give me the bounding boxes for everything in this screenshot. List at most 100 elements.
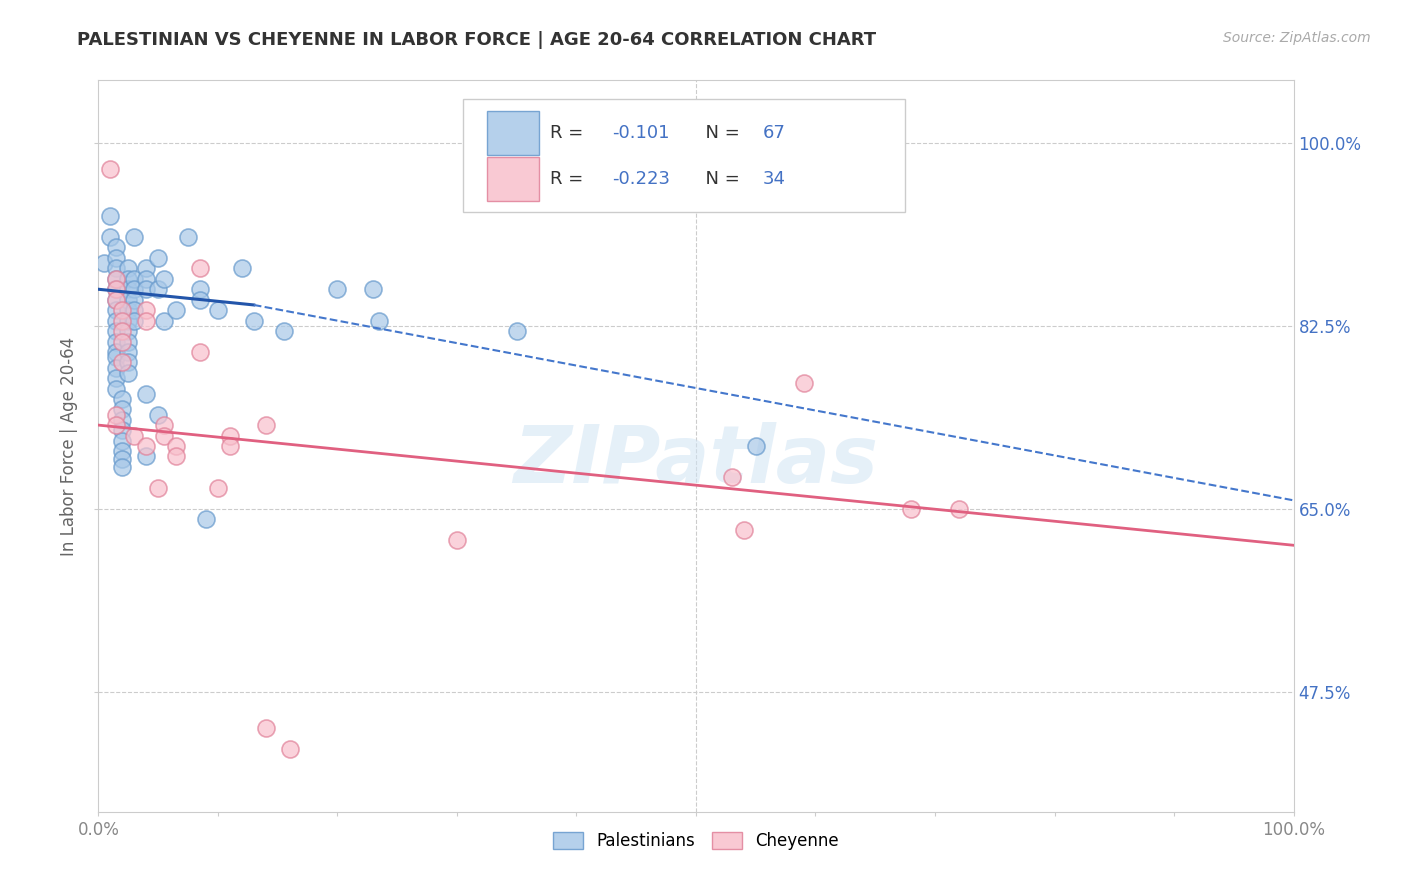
Point: [117, 324, 139, 338]
Point: [231, 261, 253, 276]
Point: [111, 334, 134, 349]
Point: [111, 313, 134, 327]
Point: [135, 450, 157, 464]
Point: [506, 324, 529, 338]
Point: [165, 450, 187, 464]
Point: [105, 293, 128, 307]
Point: [105, 382, 128, 396]
Point: [93, 256, 115, 270]
Point: [105, 282, 128, 296]
Point: [148, 408, 170, 422]
Point: [117, 272, 139, 286]
Point: [188, 345, 211, 359]
Point: [117, 313, 139, 327]
Point: [105, 303, 128, 318]
Text: PALESTINIAN VS CHEYENNE IN LABOR FORCE | AGE 20-64 CORRELATION CHART: PALESTINIAN VS CHEYENNE IN LABOR FORCE |…: [77, 31, 876, 49]
Point: [105, 282, 128, 296]
Text: N =: N =: [693, 170, 745, 188]
Point: [105, 272, 128, 286]
Point: [111, 402, 134, 417]
Point: [195, 512, 218, 526]
Point: [900, 501, 922, 516]
Point: [135, 439, 157, 453]
Point: [219, 428, 242, 442]
Text: Source: ZipAtlas.com: Source: ZipAtlas.com: [1223, 31, 1371, 45]
Point: [105, 251, 128, 265]
Point: [177, 230, 200, 244]
Point: [124, 313, 146, 327]
Point: [153, 428, 176, 442]
Y-axis label: In Labor Force | Age 20-64: In Labor Force | Age 20-64: [60, 336, 79, 556]
Point: [148, 251, 170, 265]
Point: [135, 386, 157, 401]
Point: [153, 272, 176, 286]
Point: [745, 439, 768, 453]
FancyBboxPatch shape: [486, 157, 540, 202]
FancyBboxPatch shape: [486, 111, 540, 155]
Point: [165, 303, 187, 318]
Text: ZIPatlas: ZIPatlas: [513, 422, 879, 500]
Point: [278, 742, 301, 756]
Point: [98, 209, 122, 223]
Point: [105, 408, 128, 422]
Point: [188, 293, 211, 307]
Point: [111, 444, 134, 458]
Point: [111, 451, 134, 466]
Legend: Palestinians, Cheyenne: Palestinians, Cheyenne: [544, 823, 848, 858]
Point: [124, 303, 146, 318]
Point: [111, 434, 134, 448]
Point: [165, 439, 187, 453]
Point: [363, 282, 385, 296]
Point: [117, 366, 139, 380]
Point: [105, 371, 128, 385]
Point: [105, 240, 128, 254]
Text: -0.223: -0.223: [613, 170, 671, 188]
Point: [188, 282, 211, 296]
Point: [111, 423, 134, 437]
Point: [124, 282, 146, 296]
Point: [105, 261, 128, 276]
Point: [207, 481, 229, 495]
Point: [135, 272, 157, 286]
Point: [117, 334, 139, 349]
Point: [117, 345, 139, 359]
Point: [243, 313, 266, 327]
Point: [124, 272, 146, 286]
Point: [124, 293, 146, 307]
Point: [105, 272, 128, 286]
Point: [135, 303, 157, 318]
Point: [105, 345, 128, 359]
Point: [117, 355, 139, 369]
Point: [105, 360, 128, 375]
Point: [219, 439, 242, 453]
Point: [188, 261, 211, 276]
Point: [326, 282, 349, 296]
Point: [117, 282, 139, 296]
Point: [446, 533, 468, 547]
Point: [124, 230, 146, 244]
Point: [98, 162, 122, 177]
Point: [111, 303, 134, 318]
Point: [135, 282, 157, 296]
Point: [368, 313, 391, 327]
Point: [105, 293, 128, 307]
Point: [111, 392, 134, 406]
Point: [117, 261, 139, 276]
Point: [135, 313, 157, 327]
Point: [105, 418, 128, 433]
Point: [111, 459, 134, 474]
Point: [948, 501, 970, 516]
Text: 34: 34: [763, 170, 786, 188]
Point: [105, 313, 128, 327]
Point: [207, 303, 229, 318]
Point: [111, 413, 134, 427]
Point: [254, 418, 277, 433]
Point: [148, 282, 170, 296]
Point: [105, 350, 128, 364]
Point: [733, 523, 755, 537]
Point: [105, 334, 128, 349]
Point: [135, 261, 157, 276]
Text: R =: R =: [550, 170, 589, 188]
FancyBboxPatch shape: [463, 99, 905, 212]
Text: N =: N =: [693, 124, 745, 142]
